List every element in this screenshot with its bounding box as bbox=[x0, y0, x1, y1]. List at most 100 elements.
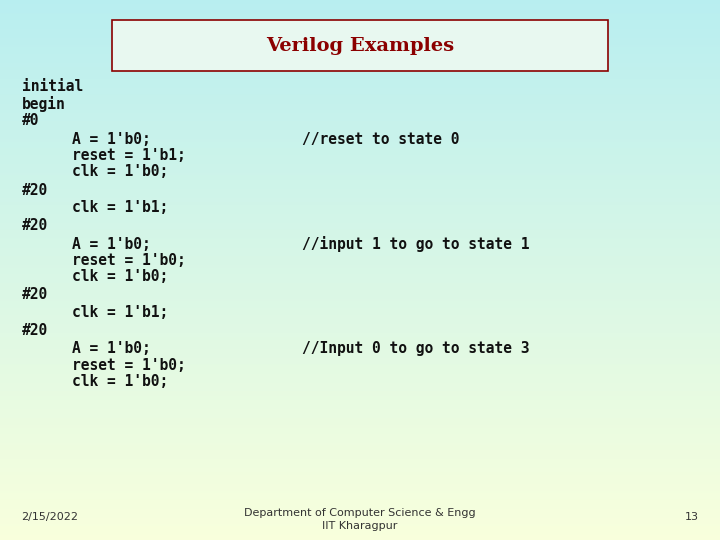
Bar bbox=[0, 322, 720, 324]
Bar bbox=[0, 524, 720, 525]
Bar bbox=[0, 387, 720, 389]
Bar bbox=[0, 54, 720, 56]
Bar bbox=[0, 479, 720, 481]
Bar bbox=[0, 239, 720, 241]
Bar bbox=[0, 69, 720, 70]
Bar bbox=[0, 491, 720, 493]
Bar bbox=[0, 4, 720, 5]
Bar bbox=[0, 25, 720, 27]
Bar bbox=[0, 204, 720, 205]
Bar bbox=[0, 376, 720, 378]
Bar bbox=[0, 166, 720, 167]
Bar bbox=[0, 495, 720, 497]
Bar bbox=[0, 423, 720, 425]
Bar bbox=[0, 309, 720, 312]
Bar bbox=[0, 173, 720, 174]
Bar bbox=[0, 248, 720, 250]
Text: clk = 1'b0;: clk = 1'b0; bbox=[72, 164, 168, 179]
Bar bbox=[0, 356, 720, 358]
Bar bbox=[0, 443, 720, 444]
Bar bbox=[0, 430, 720, 432]
Text: #20: #20 bbox=[22, 218, 48, 233]
Bar bbox=[0, 5, 720, 7]
Bar bbox=[0, 180, 720, 182]
Text: clk = 1'b1;: clk = 1'b1; bbox=[72, 200, 168, 215]
Bar bbox=[0, 187, 720, 189]
Bar bbox=[0, 146, 720, 147]
Bar bbox=[0, 497, 720, 498]
Bar bbox=[0, 340, 720, 342]
Bar bbox=[0, 290, 720, 292]
Bar bbox=[0, 436, 720, 437]
Bar bbox=[0, 474, 720, 475]
Bar bbox=[0, 313, 720, 315]
Bar bbox=[0, 198, 720, 200]
Bar bbox=[0, 358, 720, 360]
Bar bbox=[0, 90, 720, 92]
Bar bbox=[0, 281, 720, 282]
Bar bbox=[0, 434, 720, 436]
Bar bbox=[0, 277, 720, 279]
Bar bbox=[0, 432, 720, 434]
Bar bbox=[0, 366, 720, 367]
Bar bbox=[0, 259, 720, 261]
Bar bbox=[0, 131, 720, 133]
Bar bbox=[0, 92, 720, 93]
Bar bbox=[0, 369, 720, 371]
Bar bbox=[0, 383, 720, 385]
Bar bbox=[0, 245, 720, 247]
Bar bbox=[0, 400, 720, 401]
Bar bbox=[0, 520, 720, 522]
Bar bbox=[0, 205, 720, 207]
Bar bbox=[0, 74, 720, 76]
Bar bbox=[0, 160, 720, 162]
Text: #20: #20 bbox=[22, 287, 48, 302]
Text: clk = 1'b0;: clk = 1'b0; bbox=[72, 374, 168, 389]
Bar bbox=[0, 144, 720, 146]
Bar bbox=[0, 223, 720, 225]
Bar bbox=[0, 218, 720, 220]
Bar bbox=[0, 185, 720, 187]
Bar bbox=[0, 398, 720, 400]
Text: A = 1'b0;: A = 1'b0; bbox=[72, 237, 150, 252]
Text: Department of Computer Science & Engg
IIT Kharagpur: Department of Computer Science & Engg II… bbox=[244, 508, 476, 531]
Bar bbox=[0, 130, 720, 131]
Bar bbox=[0, 308, 720, 309]
Bar bbox=[0, 12, 720, 15]
Bar bbox=[0, 128, 720, 130]
Bar bbox=[0, 110, 720, 112]
Bar bbox=[0, 52, 720, 54]
Bar bbox=[0, 427, 720, 428]
Bar bbox=[0, 498, 720, 501]
Bar bbox=[0, 441, 720, 443]
Bar bbox=[0, 137, 720, 139]
Bar bbox=[0, 306, 720, 308]
Bar bbox=[0, 459, 720, 461]
Bar bbox=[0, 182, 720, 184]
Bar bbox=[0, 444, 720, 447]
Bar bbox=[0, 43, 720, 45]
Bar bbox=[0, 351, 720, 353]
Bar bbox=[0, 331, 720, 333]
Bar bbox=[0, 155, 720, 157]
Text: //input 1 to go to state 1: //input 1 to go to state 1 bbox=[302, 236, 530, 252]
Bar bbox=[0, 209, 720, 211]
Bar bbox=[0, 70, 720, 72]
Bar bbox=[0, 484, 720, 486]
Bar bbox=[0, 76, 720, 77]
Bar bbox=[0, 409, 720, 410]
Bar bbox=[0, 72, 720, 74]
Bar bbox=[0, 123, 720, 124]
Bar bbox=[0, 416, 720, 417]
Bar bbox=[0, 339, 720, 340]
Bar bbox=[0, 207, 720, 209]
Bar bbox=[0, 301, 720, 302]
Bar bbox=[0, 178, 720, 180]
Bar bbox=[0, 508, 720, 509]
Bar bbox=[0, 49, 720, 50]
Bar bbox=[0, 506, 720, 508]
Bar bbox=[0, 286, 720, 288]
Bar bbox=[0, 31, 720, 32]
Bar bbox=[0, 50, 720, 52]
Bar bbox=[0, 335, 720, 336]
